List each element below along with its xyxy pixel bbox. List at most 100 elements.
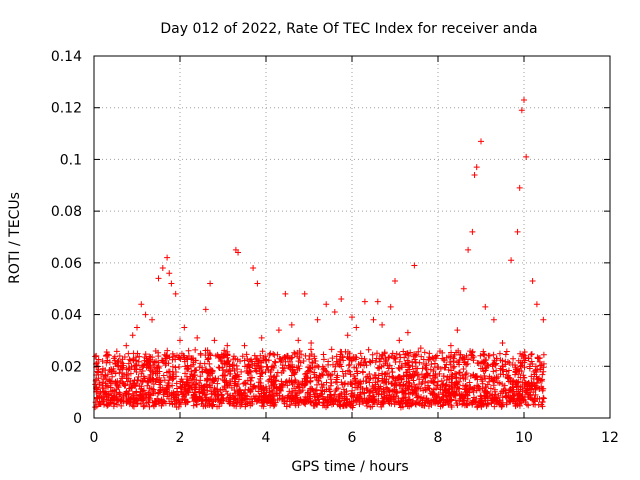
data-point-bg — [413, 394, 420, 401]
data-point-bg — [405, 359, 412, 366]
data-point-bg — [135, 358, 142, 365]
data-point-bg — [182, 396, 189, 403]
data-point-bg — [474, 403, 481, 410]
data-point-bg — [473, 373, 480, 380]
data-point-bg — [484, 361, 491, 368]
data-point — [473, 164, 480, 171]
data-point — [99, 358, 106, 365]
data-point-bg — [436, 348, 443, 355]
y-tick-label: 0.04 — [51, 308, 82, 324]
y-tick-label: 0.02 — [51, 359, 82, 375]
data-point-bg — [308, 346, 315, 353]
data-point — [224, 342, 231, 349]
x-tick-label: 8 — [434, 430, 443, 446]
data-point-bg — [365, 346, 372, 353]
data-point-bg — [198, 384, 205, 391]
data-point-bg — [143, 355, 150, 362]
data-point-bg — [532, 391, 539, 398]
data-point-bg — [156, 381, 163, 388]
data-point-bg — [111, 393, 118, 400]
data-point-bg — [416, 381, 423, 388]
data-point — [250, 265, 257, 272]
data-point-bg — [254, 362, 261, 369]
data-point-bg — [104, 351, 111, 358]
data-point-bg — [516, 367, 523, 374]
data-point-bg — [184, 388, 191, 395]
x-tick-label: 6 — [348, 430, 357, 446]
data-point-bg — [221, 360, 228, 367]
data-point-bg — [249, 386, 256, 393]
data-point — [241, 342, 248, 349]
data-point — [138, 301, 145, 308]
data-point — [529, 277, 536, 284]
data-point-bg — [181, 358, 188, 365]
data-point — [271, 381, 278, 388]
data-point-bg — [163, 353, 170, 360]
data-point-bg — [371, 399, 378, 406]
data-point-bg — [259, 348, 266, 355]
data-point — [95, 368, 102, 375]
data-point-bg — [253, 368, 260, 375]
data-point-bg — [386, 396, 393, 403]
data-point-bg — [363, 385, 370, 392]
data-point-bg — [118, 402, 125, 409]
data-point-bg — [212, 390, 219, 397]
data-point-bg — [280, 355, 287, 362]
data-point-bg — [394, 375, 401, 382]
data-point-bg — [233, 403, 240, 410]
data-point-bg — [103, 352, 110, 359]
data-point — [349, 314, 355, 321]
data-point — [172, 290, 179, 297]
data-point-bg — [369, 351, 376, 358]
data-point-bg — [177, 401, 184, 408]
data-point-bg — [241, 379, 248, 386]
data-point-bg — [295, 363, 302, 370]
data-point-bg — [292, 376, 299, 383]
data-point-bg — [173, 404, 180, 411]
data-point-bg — [291, 400, 298, 407]
data-point-bg — [218, 400, 225, 407]
data-point-bg — [323, 379, 330, 386]
data-point-bg — [250, 393, 257, 400]
data-point-bg — [178, 376, 185, 383]
data-point-bg — [128, 364, 135, 371]
data-point — [97, 389, 104, 396]
data-point — [518, 107, 525, 114]
data-point-bg — [525, 402, 532, 409]
data-point-bg — [294, 383, 301, 390]
data-point-bg — [271, 401, 278, 408]
data-point-bg — [207, 375, 214, 382]
data-point-bg — [470, 388, 477, 395]
data-point-bg — [149, 354, 156, 361]
data-point-bg — [202, 366, 209, 373]
data-point-bg — [409, 400, 416, 407]
data-point-bg — [136, 392, 143, 399]
data-point-bg — [169, 400, 176, 407]
data-point-bg — [400, 372, 407, 379]
data-point-bg — [204, 369, 211, 376]
data-point-bg — [258, 387, 265, 394]
data-point-bg — [98, 371, 105, 378]
data-point-bg — [339, 368, 346, 375]
data-point-bg — [309, 360, 316, 367]
data-point-bg — [430, 372, 437, 379]
data-point — [370, 316, 377, 323]
data-point-bg — [420, 360, 427, 367]
data-point-bg — [179, 384, 186, 391]
data-point — [185, 347, 192, 354]
data-point-bg — [199, 364, 206, 371]
data-point-bg — [482, 365, 489, 372]
data-point-bg — [379, 399, 386, 406]
data-point-bg — [372, 386, 379, 393]
data-point-bg — [236, 397, 243, 404]
data-point-bg — [426, 400, 433, 407]
data-point-bg — [480, 359, 487, 366]
data-point-bg — [118, 359, 125, 366]
data-point-bg — [523, 381, 530, 388]
data-point-bg — [370, 375, 377, 382]
data-point-bg — [393, 399, 400, 406]
data-point-bg — [281, 398, 288, 405]
data-point-bg — [331, 392, 338, 399]
data-point-bg — [109, 388, 116, 395]
data-point-bg — [127, 378, 134, 385]
